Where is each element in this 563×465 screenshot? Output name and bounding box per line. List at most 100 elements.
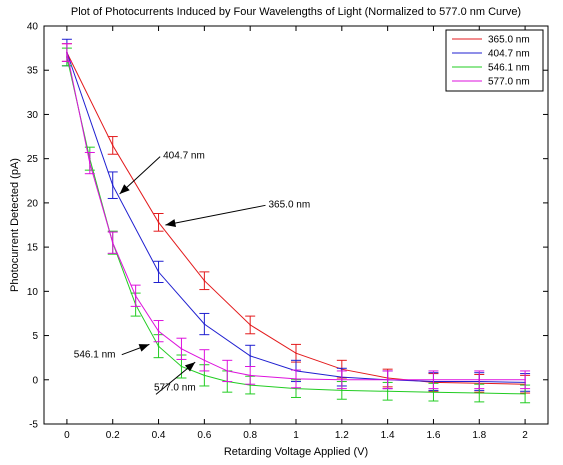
annotation-label: 546.1 nm	[74, 350, 116, 361]
error-bar	[199, 271, 210, 291]
legend-item: 404.7 nm	[452, 49, 530, 60]
error-bar	[291, 369, 301, 389]
error-bar	[222, 359, 233, 383]
x-tick-label: 2	[522, 430, 528, 441]
annotation-arrow-head	[165, 219, 176, 227]
annotations-layer: 404.7 nm 365.0 nm 546.1 nm 577.0 nm	[74, 151, 310, 395]
error-bar	[382, 370, 393, 390]
x-tick-label: 1	[293, 430, 299, 441]
error-bar	[153, 213, 164, 232]
data-point	[341, 389, 343, 392]
data-point	[157, 271, 160, 273]
chart-title: Plot of Photocurrents Induced by Four Wa…	[71, 6, 521, 18]
legend-label: 404.7 nm	[488, 49, 530, 60]
annotation-label: 577.0 nm	[154, 382, 196, 393]
data-point	[249, 374, 251, 377]
data-point	[111, 144, 114, 147]
y-tick-label: 15	[27, 243, 39, 254]
error-bar	[199, 312, 210, 336]
x-tick-label: 1.6	[427, 430, 441, 441]
y-tick-label: 10	[27, 287, 39, 298]
error-bar	[245, 315, 256, 335]
data-point	[203, 374, 206, 377]
data-point	[111, 184, 114, 186]
data-point	[478, 378, 481, 381]
data-point	[226, 370, 229, 372]
data-point	[524, 378, 526, 381]
annotation: 546.1 nm	[74, 343, 150, 361]
error-bar	[199, 349, 210, 372]
x-tick-label: 0	[64, 430, 70, 441]
data-point	[386, 378, 389, 381]
error-bar	[153, 260, 164, 283]
data-point	[203, 359, 206, 362]
legend-item: 546.1 nm	[452, 63, 530, 74]
annotation-label: 365.0 nm	[269, 199, 311, 210]
data-point	[432, 391, 435, 393]
data-point	[157, 330, 160, 332]
error-bar	[245, 366, 256, 385]
data-point	[134, 294, 137, 297]
error-bar	[176, 337, 187, 360]
error-bar	[520, 370, 531, 390]
legend: 365.0 nm 404.7 nm 546.1 nm 577.0 nm	[445, 29, 544, 92]
data-point	[203, 279, 206, 282]
y-tick-label: 20	[27, 198, 39, 209]
x-axis-label: Retarding Voltage Applied (V)	[224, 446, 368, 458]
y-tick-label: -5	[29, 420, 38, 431]
data-point	[432, 378, 435, 381]
annotation: 577.0 nm	[154, 361, 196, 395]
x-tick-label: 0.8	[243, 430, 257, 441]
data-point	[295, 352, 297, 355]
data-point	[295, 378, 297, 380]
y-tick-label: 0	[32, 375, 38, 386]
error-bar	[61, 43, 72, 62]
error-bar	[336, 370, 347, 390]
data-point	[157, 345, 160, 347]
data-point	[249, 324, 251, 326]
y-tick-label: 25	[27, 154, 39, 165]
x-tick-label: 1.4	[381, 430, 395, 441]
data-point	[203, 323, 206, 325]
data-point	[89, 162, 91, 164]
x-tick-label: 0.4	[152, 430, 166, 441]
y-tick-label: 30	[27, 110, 39, 121]
annotation-arrow-head	[184, 362, 196, 372]
x-tick-label: 0.2	[106, 430, 120, 441]
data-point	[66, 51, 68, 54]
annotation-label: 404.7 nm	[163, 151, 205, 162]
data-point	[524, 393, 526, 395]
error-bar	[428, 370, 439, 390]
data-point	[157, 221, 160, 224]
error-bar	[84, 151, 95, 175]
legend-item: 365.0 nm	[452, 35, 530, 46]
legend-item: 577.0 nm	[452, 77, 530, 88]
error-bar	[153, 320, 164, 343]
x-tick-label: 1.2	[335, 430, 349, 441]
x-tick-label: 0.6	[197, 430, 211, 441]
data-point	[180, 348, 183, 350]
data-point	[478, 392, 481, 394]
data-point	[249, 355, 251, 357]
error-bar	[107, 136, 118, 155]
error-bar	[474, 370, 485, 390]
series-group	[61, 43, 531, 390]
y-axis-label: Photocurrent Detected (pA)	[9, 158, 21, 292]
series-layer	[61, 38, 531, 404]
annotation: 404.7 nm	[119, 151, 205, 195]
error-bar	[107, 231, 118, 254]
error-bar	[130, 284, 141, 307]
axis-ticks: 0 0.2 0.4 0.6 0.8 1 1.2 1.4 1.6 1.8 2 -5 0 5 10 15 20 25 3…	[27, 22, 548, 441]
y-tick-label: 40	[27, 22, 39, 33]
data-point	[111, 241, 114, 244]
legend-label: 577.0 nm	[488, 77, 530, 88]
y-tick-label: 35	[27, 66, 39, 77]
x-tick-label: 1.8	[472, 430, 486, 441]
y-tick-label: 5	[32, 331, 38, 342]
annotation-arrow-head	[119, 184, 130, 194]
data-point	[341, 378, 343, 381]
data-point	[386, 390, 389, 393]
legend-label: 365.0 nm	[488, 35, 530, 46]
data-point	[180, 365, 183, 368]
